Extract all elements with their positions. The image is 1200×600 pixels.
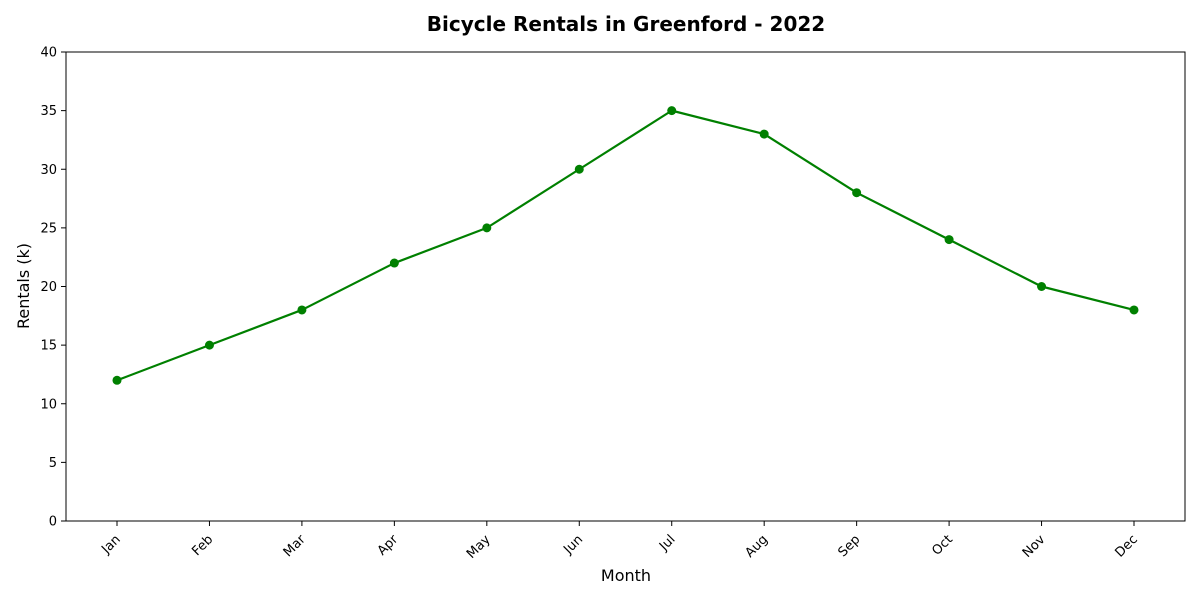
y-tick-label: 25 — [40, 221, 57, 236]
x-tick-label: Oct — [929, 532, 956, 559]
plot-frame — [65, 51, 1186, 522]
x-tick-label: Jun — [560, 532, 586, 558]
data-point — [574, 164, 584, 174]
data-point — [297, 305, 307, 315]
y-tick-label: 40 — [40, 46, 57, 61]
y-tick-label: 35 — [40, 104, 57, 119]
chart-title: Bicycle Rentals in Greenford - 2022 — [427, 12, 825, 36]
data-point — [667, 106, 677, 116]
data-point — [112, 375, 122, 385]
y-tick-label: 15 — [40, 339, 57, 354]
x-axis-label: Month — [601, 566, 651, 585]
data-point — [1129, 305, 1139, 315]
series-line — [116, 109, 1135, 382]
x-tick-label: Sep — [836, 532, 864, 560]
y-tick-label: 30 — [40, 163, 57, 178]
x-tick-label: Apr — [375, 532, 402, 559]
x-tick-label: Nov — [1020, 532, 1049, 561]
y-tick-label: 10 — [40, 397, 57, 412]
x-tick-label: Dec — [1112, 532, 1140, 560]
y-tick-label: 0 — [49, 515, 57, 530]
x-tick-label: Feb — [189, 532, 216, 559]
x-tick-label: Jan — [98, 532, 123, 557]
plot-area: 0 5 10 15 20 25 30 35 40 Jan Feb Mar Apr May Jun Jul Aug… — [40, 46, 1186, 562]
data-point — [759, 129, 769, 139]
data-point — [482, 223, 492, 233]
y-tick-label: 20 — [40, 280, 57, 295]
data-point — [852, 188, 862, 198]
x-tick-label: Mar — [281, 532, 309, 560]
y-axis-label: Rentals (k) — [14, 243, 33, 329]
data-point — [944, 235, 954, 245]
x-tick-label: May — [464, 532, 494, 562]
data-point — [204, 340, 214, 350]
y-tick-label: 5 — [49, 456, 57, 471]
x-tick-label: Aug — [742, 532, 771, 561]
x-tick-label: Jul — [656, 532, 678, 554]
data-point — [1037, 282, 1047, 291]
data-point — [389, 258, 399, 268]
